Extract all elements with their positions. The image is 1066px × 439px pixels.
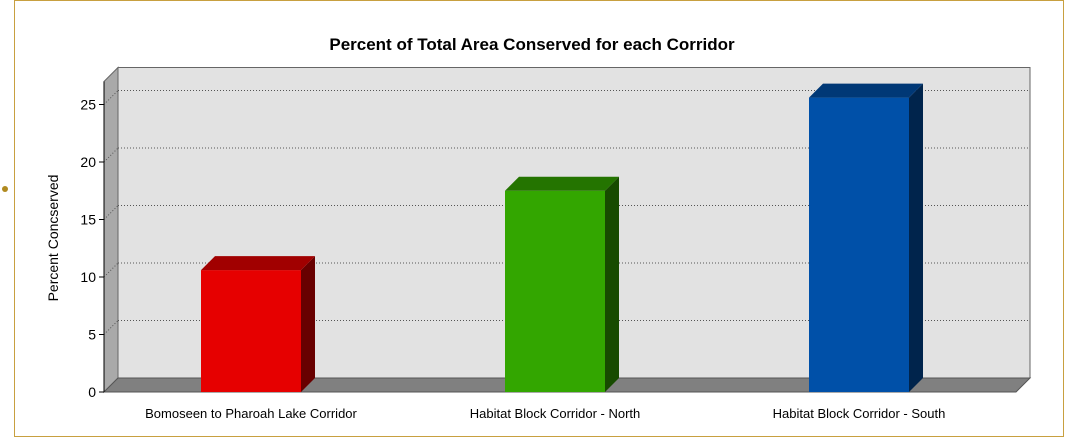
x-tick-label: Habitat Block Corridor - North bbox=[470, 406, 641, 421]
bar-top bbox=[809, 83, 923, 98]
gridline-side bbox=[103, 320, 119, 335]
gridline-side bbox=[103, 147, 119, 163]
left-wall bbox=[103, 66, 119, 394]
gridline-side bbox=[103, 90, 119, 105]
bar-side bbox=[301, 256, 315, 392]
bar bbox=[201, 270, 301, 392]
bar-top bbox=[201, 256, 315, 271]
y-tick-label: 10 bbox=[80, 269, 96, 285]
bar bbox=[809, 97, 909, 392]
bar-side bbox=[605, 176, 619, 392]
plot-area: 0 5 10 15 20 25 Bomoseen to Pharoah Lake Corri… bbox=[80, 66, 1032, 421]
x-tick-label: Habitat Block Corridor - South bbox=[773, 406, 946, 421]
y-axis-label: Percent Concserved bbox=[45, 175, 61, 302]
x-tick-label: Bomoseen to Pharoah Lake Corridor bbox=[145, 406, 357, 421]
chart-title: Percent of Total Area Conserved for each… bbox=[329, 35, 735, 54]
y-tick-label: 5 bbox=[88, 327, 96, 343]
y-tick-label: 20 bbox=[80, 154, 96, 170]
y-tick-label: 15 bbox=[80, 212, 96, 228]
gridline-side bbox=[103, 262, 119, 278]
bullet-marker bbox=[2, 186, 8, 192]
bar-side bbox=[909, 83, 923, 392]
gridline-side bbox=[103, 205, 119, 220]
bar bbox=[505, 190, 605, 392]
y-tick-label: 25 bbox=[80, 97, 96, 113]
bar-top bbox=[505, 176, 619, 191]
y-tick-label: 0 bbox=[88, 384, 96, 400]
